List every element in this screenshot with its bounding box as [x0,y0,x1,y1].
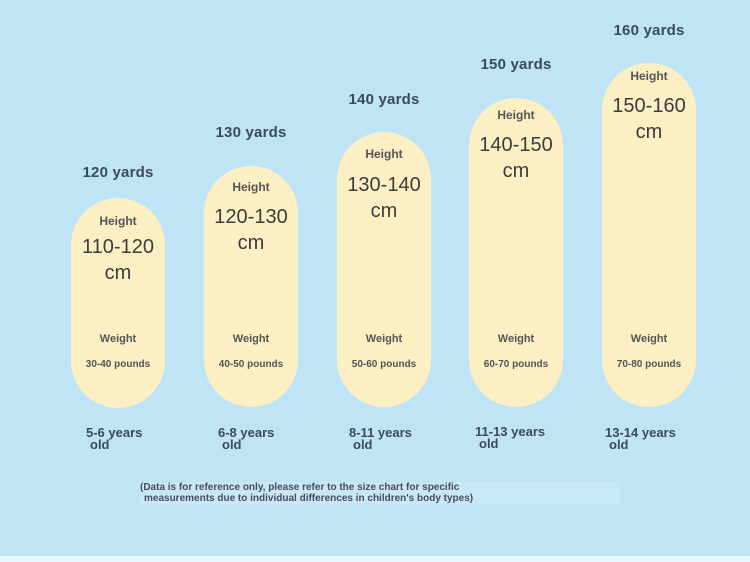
height-range: 150-160 cm [612,95,686,143]
weight-label: Weight [232,333,270,345]
height-range: 110-120 cm [82,236,154,284]
height-range: 120-130 cm [214,206,288,254]
size-label: 130 yards [215,124,287,141]
age-line-1: 13-14 years [605,425,676,440]
size-label: 150 yards [480,56,552,73]
size-pill: Height 110-120 cm Weight 30-40 pounds [71,198,165,408]
age-range: 8-11 years old [349,425,459,452]
weight-range: 60-70 pounds [483,359,549,370]
age-line-2: old [479,436,499,451]
age-range: 6-8 years old [218,425,328,452]
weight-label: Weight [365,333,403,345]
age-line-1: 5-6 years [86,425,143,440]
bottom-strip [0,556,750,562]
size-pill: Height 120-130 cm Weight 40-50 pounds [204,166,298,407]
weight-range: 30-40 pounds [85,359,151,370]
age-line-2: old [609,437,629,452]
age-line-2: old [90,437,110,452]
height-label: Height [232,180,270,194]
weight-range: 70-80 pounds [616,359,682,370]
height-range: 130-140 cm [347,174,421,222]
age-range: 11-13 years old [475,424,585,451]
size-pill: Height 130-140 cm Weight 50-60 pounds [337,132,431,407]
weight-label: Weight [99,333,137,345]
age-line-1: 11-13 years [475,424,546,439]
weight-range: 50-60 pounds [351,359,417,370]
weight-range: 40-50 pounds [218,359,284,370]
height-label: Height [365,147,403,161]
size-pill: Height 140-150 cm Weight 60-70 pounds [469,98,563,407]
size-label: 140 yards [348,91,420,108]
note-line-1: (Data is for reference only, please refe… [140,482,460,493]
height-range: 140-150 cm [479,134,553,182]
size-pill: Height 150-160 cm Weight 70-80 pounds [602,63,696,407]
size-label: 160 yards [613,22,685,39]
age-line-2: old [222,437,242,452]
height-label: Height [497,108,535,122]
reference-note: (Data is for reference only, please refe… [140,482,620,504]
age-range: 13-14 years old [605,425,715,452]
height-label: Height [99,214,137,228]
size-label: 120 yards [82,164,154,181]
age-line-1: 6-8 years [218,425,275,440]
age-range: 5-6 years old [86,425,196,452]
weight-label: Weight [497,333,535,345]
age-line-2: old [353,437,373,452]
height-label: Height [630,69,668,83]
weight-label: Weight [630,333,668,345]
age-line-1: 8-11 years [349,425,412,440]
note-line-2: measurements due to individual differenc… [144,493,474,504]
